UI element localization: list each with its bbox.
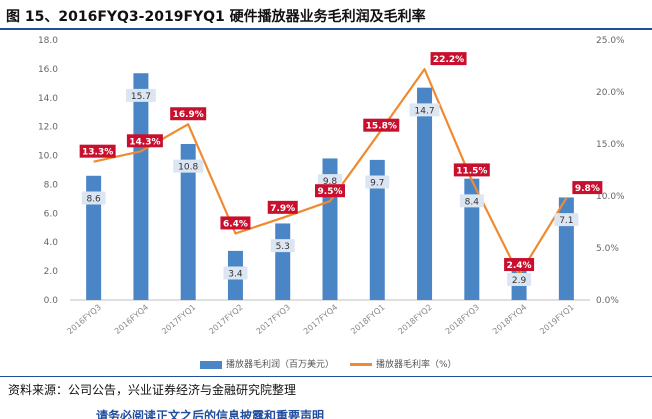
line-data-label: 9.8% <box>575 184 600 194</box>
bar-data-label: 8.6 <box>86 194 101 204</box>
line-label-bg <box>170 107 207 121</box>
line-data-label: 16.9% <box>173 110 204 120</box>
bar-data-label: 14.7 <box>415 106 435 116</box>
x-tick-label: 2016FYQ3 <box>66 303 103 336</box>
disclaimer-footer: 请务必阅读正文之后的信息披露和重要声明 <box>96 409 325 419</box>
bar-data-label: 8.4 <box>465 197 480 207</box>
chart-legend: 播放器毛利润（百万美元） 播放器毛利率（%） <box>0 355 652 371</box>
bar-label-bg <box>270 239 295 253</box>
line-label-bg <box>126 134 163 148</box>
line-label-bg <box>315 184 345 198</box>
line-label-bg <box>363 118 400 132</box>
x-tick-label: 2018FYQ3 <box>444 303 481 336</box>
bar-data-label: 9.8 <box>323 177 338 187</box>
line-label-bg <box>267 200 298 214</box>
x-tick-label: 2017FYQ1 <box>160 303 197 336</box>
bar-label-bg <box>223 266 248 280</box>
y-right-tick-label: 10.0% <box>596 192 625 202</box>
bar <box>86 175 102 300</box>
y-left-tick-label: 4.0 <box>44 238 59 248</box>
line-data-label: 11.5% <box>456 166 487 176</box>
bar-label-bg <box>409 103 440 117</box>
y-right-tick-label: 0.0% <box>596 296 619 306</box>
bar-label-bg <box>459 194 484 208</box>
y-right-tick-label: 15.0% <box>596 140 625 150</box>
y-right-tick-label: 5.0% <box>596 244 619 254</box>
y-right-tick-label: 25.0% <box>596 36 625 46</box>
line-label-bg <box>504 258 535 272</box>
bar-label-bg <box>554 213 579 227</box>
line-data-label: 15.8% <box>366 122 397 132</box>
combo-chart: 0.0 2.0 4.0 6.0 8.0 10.0 12.0 14.0 16.0 18.0 0.0% 5… <box>38 36 625 336</box>
bar-data-label: 10.8 <box>178 163 198 173</box>
x-tick-label: 2018FYQ2 <box>396 303 433 336</box>
line-data-label: 22.2% <box>433 55 464 65</box>
x-tick-label: 2018FYQ4 <box>491 303 528 336</box>
legend-item-line: 播放器毛利率（%） <box>350 357 457 370</box>
legend-item-bar: 播放器毛利润（百万美元） <box>200 357 334 370</box>
x-tick-label: 2017FYQ2 <box>207 303 244 336</box>
y-left-tick-label: 14.0 <box>38 94 58 104</box>
source-text: 资料来源：公司公告，兴业证券经济与金融研究院整理 <box>8 383 297 397</box>
y-left-tick-label: 0.0 <box>44 296 59 306</box>
legend-bar-swatch-icon <box>200 360 222 369</box>
line-label-bg <box>453 163 490 177</box>
line-data-label: 7.9% <box>270 204 295 214</box>
line-label-bg <box>430 52 467 66</box>
line-data-label: 14.3% <box>129 137 160 147</box>
bar-data-label: 9.7 <box>370 179 384 189</box>
legend-line-label: 播放器毛利率（%） <box>376 360 457 370</box>
figure-title: 图 15、2016FYQ3-2019FYQ1 硬件播放器业务毛利润及毛利率 <box>6 9 426 25</box>
bar-data-label: 15.7 <box>131 92 151 102</box>
bar-label-bg <box>81 191 106 205</box>
y-left-tick-label: 10.0 <box>38 152 58 162</box>
bar-label-bg <box>173 159 204 173</box>
bar-label-bg <box>365 175 390 189</box>
y-left-tick-label: 2.0 <box>44 267 59 277</box>
y-left-tick-label: 12.0 <box>38 123 58 133</box>
line-series <box>93 68 568 277</box>
x-tick-label: 2016FYQ4 <box>113 303 150 336</box>
y-left-tick-label: 16.0 <box>38 65 58 75</box>
bar-data-label: 7.1 <box>559 216 573 226</box>
x-tick-label: 2017FYQ3 <box>255 303 292 336</box>
bar-label-bg <box>507 273 532 287</box>
bar <box>558 197 574 300</box>
line-data-label: 2.4% <box>507 261 532 271</box>
y-left-tick-label: 18.0 <box>38 36 58 46</box>
bar <box>275 223 291 300</box>
line-label-bg <box>79 144 116 158</box>
bar-label-bg <box>318 174 342 188</box>
bar-data-label: 3.4 <box>228 270 243 280</box>
x-tick-label: 2019FYQ1 <box>538 303 575 336</box>
line-data-label: 9.5% <box>318 187 343 197</box>
line-data-label: 13.3% <box>82 148 113 158</box>
figure-header: 图 15、2016FYQ3-2019FYQ1 硬件播放器业务毛利润及毛利率 <box>0 0 652 30</box>
line-label-bg <box>220 216 251 230</box>
bar-data-label: 5.3 <box>276 242 290 252</box>
bar-label-bg <box>125 88 156 102</box>
bar <box>180 144 196 300</box>
x-tick-label: 2017FYQ4 <box>302 303 339 336</box>
bar <box>369 159 385 300</box>
line-data-label: 6.4% <box>223 219 248 229</box>
legend-bar-label: 播放器毛利润（百万美元） <box>226 360 335 370</box>
bar <box>464 178 480 300</box>
y-left-tick-label: 8.0 <box>44 180 59 190</box>
legend-line-swatch-icon <box>350 363 372 366</box>
line-label-bg <box>572 181 603 195</box>
bar <box>417 87 433 300</box>
x-tick-label: 2018FYQ1 <box>349 303 386 336</box>
y-left-tick-label: 6.0 <box>44 209 59 219</box>
bar <box>133 73 149 300</box>
y-right-tick-label: 20.0% <box>596 88 625 98</box>
bar-data-label: 2.9 <box>512 276 527 286</box>
source-note: 资料来源：公司公告，兴业证券经济与金融研究院整理 <box>0 376 652 402</box>
